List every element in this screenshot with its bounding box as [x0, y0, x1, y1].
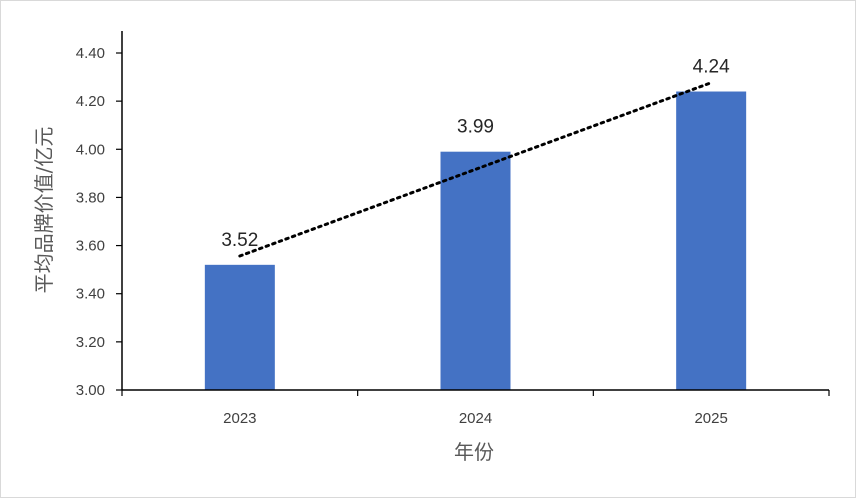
x-tick-label: 2025 [694, 410, 727, 427]
data-labels: 3.52 3.99 4.24 [221, 57, 730, 251]
y-tick-labels: 3.00 3.20 3.40 3.60 3.80 4.00 4.20 4.40 [76, 45, 105, 399]
y-tick-label: 3.20 [76, 334, 105, 351]
bar-2025 [676, 91, 747, 390]
data-label: 3.99 [457, 117, 494, 138]
trendline-group [238, 81, 713, 258]
axes [116, 31, 830, 396]
y-tick-label: 4.20 [76, 93, 105, 110]
trendline [238, 81, 713, 258]
data-label: 3.52 [221, 230, 258, 251]
bar-2024 [440, 151, 511, 390]
x-tick-label: 2024 [459, 410, 492, 427]
x-axis-title: 年份 [454, 440, 494, 464]
bar-2023 [204, 264, 275, 390]
y-tick-label: 3.00 [76, 382, 105, 399]
y-axis-title: 平均品牌价值/亿元 [32, 127, 56, 294]
x-tick-label: 2023 [223, 410, 256, 427]
x-tick-labels: 2023 2024 2025 [223, 410, 728, 427]
y-tick-label: 4.40 [76, 45, 105, 62]
data-label: 4.24 [693, 57, 730, 78]
y-tick-label: 4.00 [76, 141, 105, 158]
y-tick-label: 3.60 [76, 238, 105, 255]
bars [204, 91, 747, 390]
y-tick-label: 3.80 [76, 189, 105, 206]
y-tick-label: 3.40 [76, 286, 105, 303]
